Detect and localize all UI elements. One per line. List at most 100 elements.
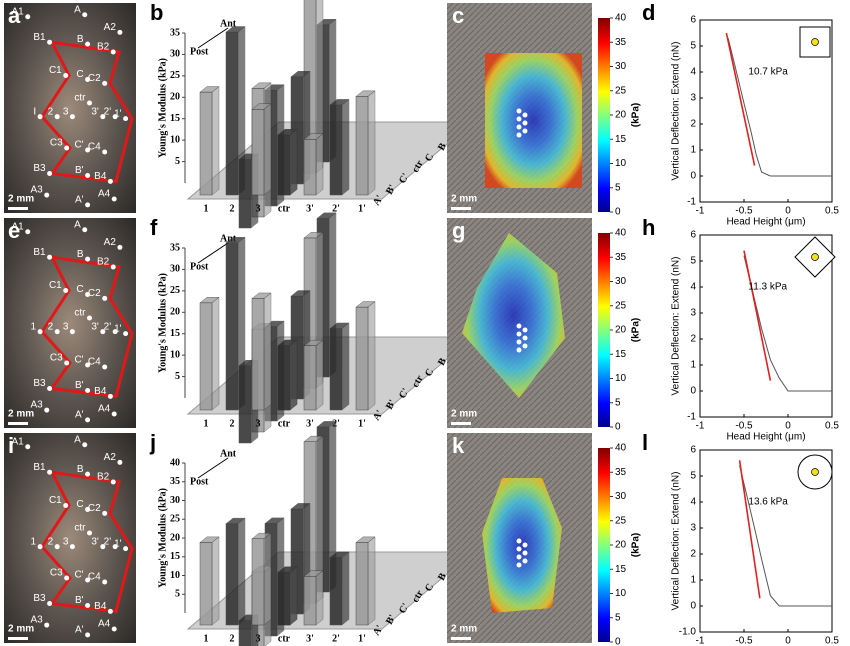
bar-front [199,542,213,626]
measure-point [69,329,75,335]
point-label: C3 [50,568,63,579]
bar [251,532,272,626]
x-tick-label: -0.5 [735,636,753,646]
colorbar-tick-label: 0 [615,422,621,433]
measure-point [63,73,69,79]
measure-point [522,327,528,333]
fit-line [738,460,761,599]
measure-point [522,112,528,118]
colorbar-tick-label: 25 [615,300,627,311]
y-tick-label: 25 [170,285,180,296]
y-tick-label: 10 [170,349,180,360]
x-tick-label: 1 [204,633,209,644]
measure-point [522,550,528,556]
measure-point [522,128,528,134]
fit-line [725,32,756,166]
point-label: A2 [104,22,117,33]
bar-side [315,339,324,411]
bar-front [199,91,213,196]
scale-label: 2 mm [8,194,34,205]
bar-side [263,292,272,411]
y-tick-label: 5 [175,371,180,382]
panel-letter: h [642,215,655,240]
point-label: A' [75,195,84,206]
y-axis-title: Vertical Deflection: Extend (nN) [671,42,682,181]
x-tick-label: 2' [332,203,340,214]
measure-point [123,331,129,337]
measure-point [111,196,117,202]
bar-front [355,96,369,196]
y-tick-label: 10 [170,570,180,581]
colorbar-tick-label: 35 [615,37,627,48]
panel-letter: k [452,433,465,458]
measure-point [516,108,522,114]
y-tick-label: 0 [690,601,696,612]
bar-front [277,572,291,626]
measure-point [69,114,75,120]
measure-point [82,442,88,448]
depth-tick-label: B [436,571,449,583]
colorbar-tick-label: 30 [615,491,627,502]
measure-point [82,12,88,18]
scale-label: 2 mm [451,194,477,205]
scale-label: 2 mm [8,624,34,635]
x-axis-title: Head Height (μm) [726,217,805,228]
point-label: C2 [88,288,101,299]
y-tick-label: 35 [170,476,180,487]
point-label: ctr [74,93,86,104]
bar-front [225,523,239,626]
bar [355,90,376,196]
measure-point [516,538,522,544]
plot-frame [699,449,833,633]
point-label: 3' [91,536,99,547]
measure-point [54,329,60,335]
point-label: C1 [49,65,62,76]
x-tick-label: -0.5 [735,206,753,217]
y-tick-label: 20 [170,532,180,543]
measure-point [522,542,528,548]
measure-point [64,575,70,581]
x-tick-label: -0.5 [735,421,753,432]
y-tick-label: -1 [687,197,696,208]
measure-point [516,546,522,552]
bar-side [211,536,220,626]
x-tick-label: 0 [785,636,791,646]
y-tick-label: 4 [690,282,696,293]
measure-point [85,291,91,297]
measure-point [37,544,43,550]
x-tick-label: 1' [358,418,366,429]
y-tick-label: 1 [690,145,696,156]
point-label: A [74,219,81,230]
panel-letter: d [642,0,655,25]
bar [225,26,246,196]
measure-point [47,39,53,45]
y-tick-label: 5 [175,156,180,167]
x-tick-label: 0.5 [825,636,839,646]
point-label: A1 [12,221,25,232]
measure-point [25,229,31,235]
point-label: B [77,249,84,260]
measure-point [112,114,118,120]
bar [329,98,350,196]
measure-point [85,471,91,477]
point-label: B2 [97,42,110,53]
colorbar-tick-label: 0 [615,637,621,646]
measure-point [100,544,106,550]
colorbar-tick-label: 5 [615,182,621,193]
point-label: 1' [114,538,122,549]
y-tick-label: 35 [170,27,180,38]
measure-point [85,632,91,638]
x-tick-label: -1 [696,206,705,217]
y-tick-label: 2 [690,334,696,345]
measure-point [63,503,69,509]
measure-point [54,114,60,120]
measure-point [47,469,53,475]
bar [225,517,246,626]
point-label: A' [75,625,84,636]
point-label: C' [74,355,83,366]
y-tick-label: 20 [170,92,180,103]
force-curve [727,38,832,177]
point-label: 2' [104,321,112,332]
y-axis-title: Vertical Deflection: Extend (nN) [671,472,682,611]
